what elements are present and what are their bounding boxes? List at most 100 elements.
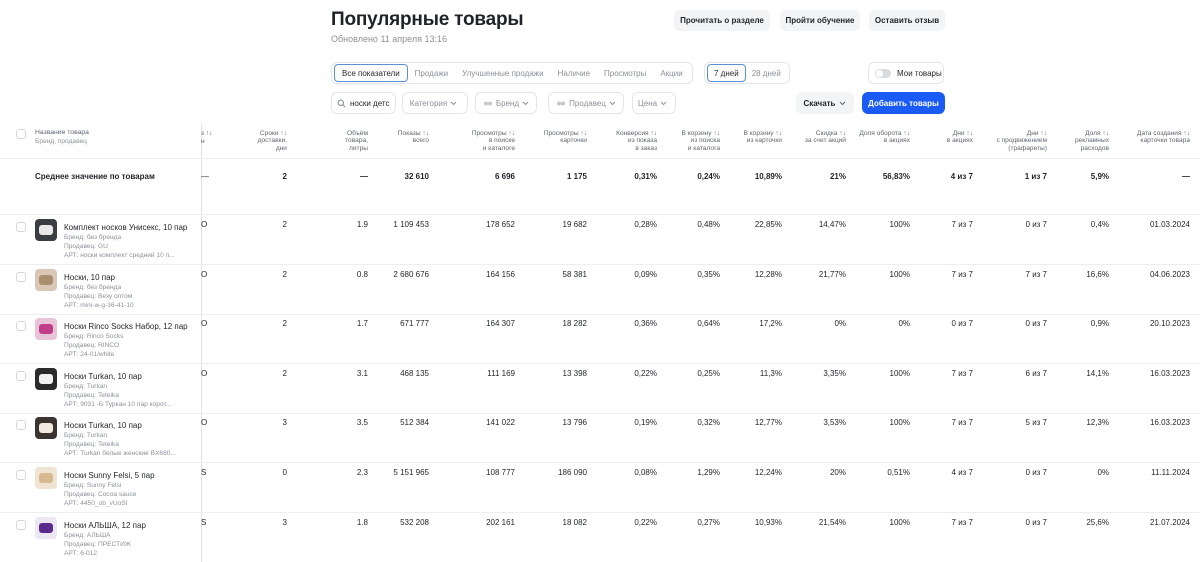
column-header-5-line-0[interactable]: Конверсия ↑↓ bbox=[616, 130, 657, 137]
product-row-4-value-13: 16.03.2023 bbox=[1149, 418, 1190, 428]
column-header-1-line-0[interactable]: Объём bbox=[346, 130, 368, 137]
product-row-1-brand: Бренд: без бренда bbox=[64, 283, 122, 291]
column-header-2-line-0[interactable]: Показы ↑↓ bbox=[397, 130, 429, 137]
product-row-0-checkbox[interactable] bbox=[16, 222, 26, 232]
average-value-8: 21% bbox=[829, 172, 846, 181]
price-dropdown[interactable]: Цена bbox=[632, 92, 676, 114]
product-row-3-value-0: 2 bbox=[282, 368, 287, 378]
take-training-button[interactable]: Пройти обучение bbox=[780, 10, 860, 31]
column-header-8-line-0[interactable]: Скидка ↑↓ bbox=[815, 130, 846, 137]
column-header-11-line-2: (трафареты) bbox=[1008, 144, 1047, 152]
column-header-3-line-0[interactable]: Просмотры ↑↓ bbox=[471, 130, 515, 137]
product-row-4-name[interactable]: Носки Turkan, 10 пар bbox=[64, 421, 142, 431]
select-all-checkbox[interactable] bbox=[16, 129, 26, 139]
product-row-5-checkbox[interactable] bbox=[16, 470, 26, 480]
product-row-5-value-12: 0% bbox=[1097, 468, 1109, 477]
product-row-2-checkbox[interactable] bbox=[16, 321, 26, 332]
brand-label: Бренд bbox=[495, 98, 520, 108]
tab-improved-sales[interactable]: Улучшенные продажи bbox=[462, 68, 544, 78]
column-header-6-line-1: из поиска bbox=[690, 137, 720, 145]
product-row-3-checkbox[interactable] bbox=[16, 370, 26, 381]
product-row-1-checkbox[interactable] bbox=[16, 271, 26, 282]
product-row-5-value-3: 108 777 bbox=[486, 468, 515, 477]
category-dropdown[interactable]: Категория bbox=[402, 92, 468, 114]
period-28-days[interactable]: 28 дней bbox=[751, 68, 781, 78]
download-button[interactable]: Скачать bbox=[796, 92, 854, 114]
updated-timestamp: Обновлено 11 апреля 13:16 bbox=[331, 34, 448, 44]
product-row-3-brand: Бренд: Turkan bbox=[64, 382, 108, 390]
product-row-3-value-6: 0,25% bbox=[697, 368, 720, 378]
product-row-4-checkbox[interactable] bbox=[16, 420, 26, 431]
product-row-5-divider bbox=[0, 512, 1200, 513]
column-header-11-line-1: с продвижением bbox=[996, 137, 1047, 145]
product-row-3-value-4: 13 398 bbox=[562, 368, 587, 378]
brand-dropdown[interactable]: Бренд bbox=[475, 92, 537, 114]
product-row-1-value-1: 0.8 bbox=[356, 269, 368, 279]
product-row-4-value-12: 12,3% bbox=[1086, 418, 1109, 428]
column-header-13-line-0[interactable]: Дата создания ↑↓ bbox=[1136, 130, 1190, 137]
product-image-stripe bbox=[39, 274, 53, 285]
product-row-3-value-5: 0,22% bbox=[634, 368, 657, 378]
product-row-5-value-4: 186 090 bbox=[558, 468, 587, 477]
product-row-3-thumbnail[interactable] bbox=[35, 367, 57, 390]
my-products-toggle[interactable]: Мои товары bbox=[868, 62, 944, 84]
product-row-6-name[interactable]: Носки АЛЬША, 12 пар bbox=[64, 520, 146, 530]
product-row-5-name[interactable]: Носки Sunny Felsi, 5 пар bbox=[64, 471, 155, 480]
chevron-down-icon bbox=[450, 101, 457, 105]
product-row-3-name[interactable]: Носки Turkan, 10 пар bbox=[64, 371, 142, 381]
download-label: Скачать bbox=[803, 98, 836, 108]
search-input[interactable]: носки детс bbox=[331, 92, 396, 114]
brand-filter-icon bbox=[483, 101, 492, 105]
product-row-0-name[interactable]: Комплект носков Унисекс, 10 пар bbox=[64, 223, 188, 232]
column-header-4-line-0[interactable]: Просмотры ↑↓ bbox=[543, 130, 587, 137]
product-row-6-thumbnail[interactable] bbox=[35, 516, 57, 539]
column-header-6-line-0[interactable]: В корзину ↑↓ bbox=[681, 130, 720, 137]
column-header-12-line-0[interactable]: Доля ↑↓ bbox=[1085, 130, 1109, 137]
product-row-5-thumbnail[interactable] bbox=[35, 467, 57, 489]
product-row-3-value-7: 11,3% bbox=[759, 368, 782, 378]
product-row-2-value-4: 18 282 bbox=[562, 319, 587, 329]
column-header-7-line-0[interactable]: В корзину ↑↓ bbox=[743, 130, 782, 137]
tab-sales[interactable]: Продажи bbox=[414, 68, 449, 78]
tab-views[interactable]: Просмотры bbox=[604, 68, 647, 78]
column-header-9-line-0[interactable]: Доля оборота ↑↓ bbox=[859, 130, 910, 137]
column-header-10-line-0[interactable]: Дни ↑↓ bbox=[952, 130, 973, 137]
average-value-11: 1 из 7 bbox=[1024, 172, 1047, 181]
product-row-3-value-12: 14,1% bbox=[1086, 368, 1109, 378]
product-row-2-thumbnail[interactable] bbox=[35, 318, 57, 341]
column-header-name[interactable]: Название товара bbox=[35, 129, 89, 136]
average-value-6: 0,24% bbox=[697, 172, 720, 181]
add-products-button[interactable]: Добавить товары bbox=[862, 92, 945, 114]
product-row-0-value-9: 100% bbox=[889, 220, 910, 229]
column-header-10-line-1: в акциях bbox=[946, 137, 973, 145]
seller-dropdown[interactable]: Продавец bbox=[548, 92, 624, 114]
product-row-1-thumbnail[interactable] bbox=[35, 268, 57, 291]
tab-promotions[interactable]: Акции bbox=[660, 68, 683, 78]
column-header-4-line-1: карточки bbox=[560, 137, 587, 145]
average-value-7: 10,89% bbox=[754, 172, 782, 181]
period-7-days[interactable]: 7 дней bbox=[707, 64, 746, 82]
product-row-1-value-9: 100% bbox=[889, 269, 910, 279]
product-row-5-brand: Бренд: Sunny Felsi bbox=[64, 482, 122, 489]
product-row-1-value-5: 0,09% bbox=[634, 269, 657, 279]
product-row-5-value-2: 5 151 965 bbox=[393, 468, 429, 477]
column-header-0-line-0[interactable]: Сроки ↑↓ bbox=[259, 130, 287, 137]
product-row-6-checkbox[interactable] bbox=[16, 519, 26, 530]
product-row-0-thumbnail[interactable] bbox=[35, 219, 57, 241]
product-row-2-name[interactable]: Носки Rinco Socks Набор, 12 пар bbox=[64, 322, 188, 332]
chevron-down-icon bbox=[660, 101, 667, 105]
product-row-2-value-3: 164 307 bbox=[486, 319, 515, 329]
toggle-switch-icon[interactable] bbox=[875, 68, 891, 78]
product-row-0-brand: Бренд: без бренда bbox=[64, 234, 122, 241]
leave-feedback-button[interactable]: Оставить отзыв bbox=[869, 10, 945, 31]
product-row-6-value-12: 25,6% bbox=[1086, 517, 1109, 527]
read-about-section-button[interactable]: Прочитать о разделе bbox=[674, 10, 770, 31]
tab-all-metrics[interactable]: Все показатели bbox=[334, 64, 408, 82]
column-header-11-line-0[interactable]: Дни ↑↓ bbox=[1026, 130, 1047, 137]
product-row-4-thumbnail[interactable] bbox=[35, 417, 57, 440]
product-row-2-value-7: 17,2% bbox=[759, 319, 782, 329]
product-row-1-name[interactable]: Носки, 10 пар bbox=[64, 272, 115, 282]
column-header-9-line-1: в акциях bbox=[883, 137, 910, 145]
product-row-4-value-10: 7 из 7 bbox=[951, 418, 973, 428]
tab-availability[interactable]: Наличие bbox=[557, 68, 591, 78]
